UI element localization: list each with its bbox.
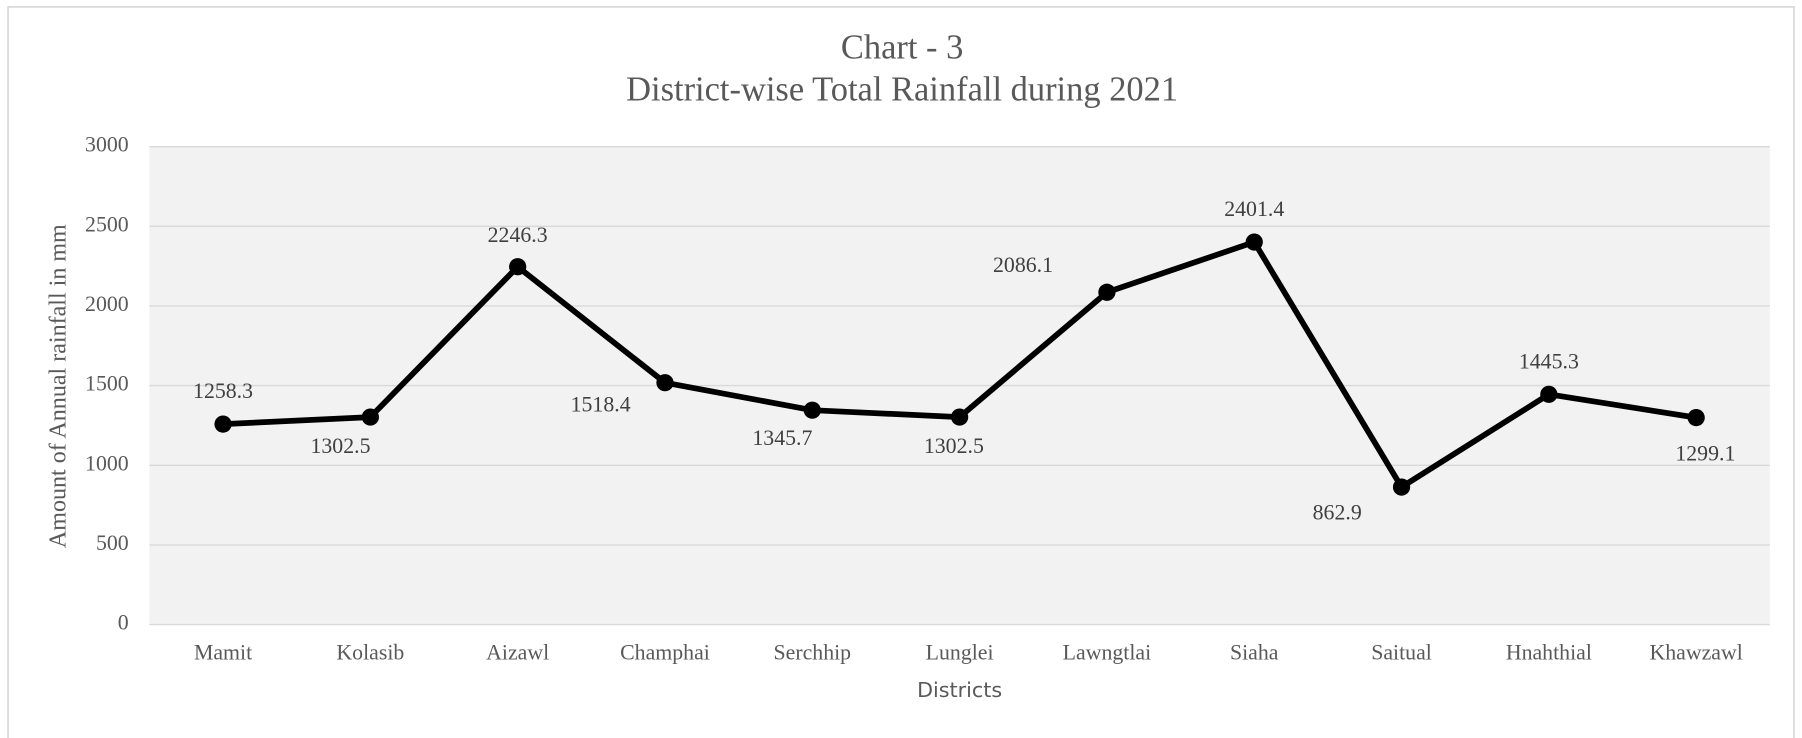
x-tick-label: Hnahthial <box>1506 640 1592 664</box>
data-label: 1445.3 <box>1519 349 1579 373</box>
marker <box>1687 409 1705 427</box>
y-tick-label: 3000 <box>85 133 129 157</box>
x-tick-label: Lunglei <box>926 640 994 664</box>
y-tick-label: 1000 <box>85 451 129 475</box>
marker <box>509 258 527 276</box>
data-label: 1258.3 <box>193 379 253 403</box>
marker <box>656 374 674 392</box>
data-label: 2401.4 <box>1224 197 1284 221</box>
data-label: 2246.3 <box>488 223 548 247</box>
y-axis-title: Amount of Annual rainfall in mm <box>45 224 71 548</box>
x-tick-label: Kolasib <box>336 640 404 664</box>
x-axis-title: Districts <box>917 678 1002 702</box>
data-label: 862.9 <box>1313 501 1362 525</box>
x-tick-label: Khawzawl <box>1649 640 1742 664</box>
marker <box>1098 283 1116 301</box>
x-tick-label: Mamit <box>194 640 252 664</box>
y-tick-label: 0 <box>118 611 129 635</box>
data-label: 1299.1 <box>1675 441 1735 465</box>
x-tick-label: Aizawl <box>486 640 549 664</box>
chart-title: Chart - 3 <box>841 28 963 66</box>
marker <box>950 408 969 426</box>
marker <box>214 415 232 433</box>
data-label: 1345.7 <box>752 426 812 450</box>
y-tick-label: 1500 <box>85 372 129 396</box>
y-tick-label: 500 <box>96 531 129 555</box>
marker <box>803 401 821 419</box>
x-tick-label: Lawngtlai <box>1063 640 1152 664</box>
marker <box>1245 233 1263 251</box>
x-tick-label: Saitual <box>1371 640 1432 664</box>
x-tick-label: Siaha <box>1230 640 1279 664</box>
data-label: 2086.1 <box>993 253 1053 277</box>
data-label: 1302.5 <box>924 434 984 458</box>
marker <box>1540 385 1558 403</box>
x-tick-label: Serchhip <box>774 640 852 664</box>
data-label: 1302.5 <box>310 434 370 458</box>
y-tick-label: 2000 <box>85 292 129 316</box>
chart-subtitle: District-wise Total Rainfall during 2021 <box>626 71 1178 109</box>
marker <box>1392 478 1411 496</box>
marker <box>361 408 379 426</box>
data-label: 1518.4 <box>571 393 631 417</box>
x-tick-label: Champhai <box>620 640 710 664</box>
y-tick-label: 2500 <box>85 212 129 236</box>
